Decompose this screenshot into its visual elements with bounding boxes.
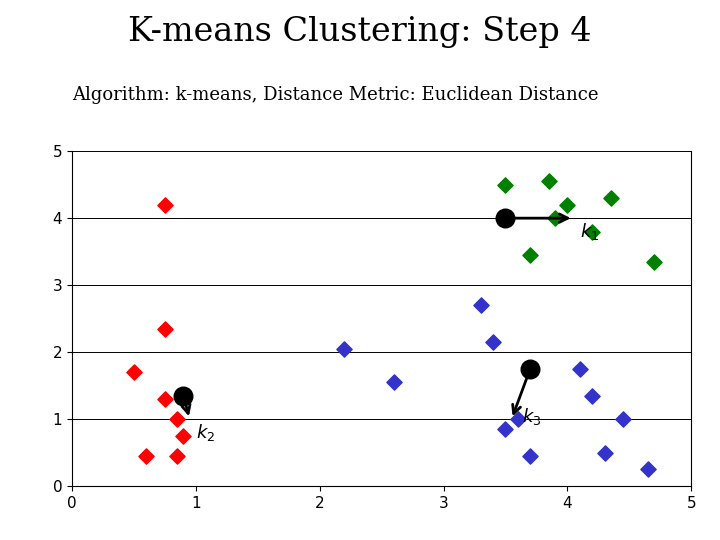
- Point: [128, 368, 140, 376]
- Point: [562, 200, 573, 209]
- Text: K-means Clustering: Step 4: K-means Clustering: Step 4: [128, 16, 592, 48]
- Point: [500, 425, 511, 434]
- Point: [171, 451, 183, 460]
- Text: $k_2$: $k_2$: [196, 422, 215, 443]
- Point: [574, 364, 585, 373]
- Point: [171, 415, 183, 423]
- Point: [642, 465, 654, 474]
- Point: [338, 345, 350, 353]
- Point: [524, 451, 536, 460]
- Point: [599, 448, 611, 457]
- Point: [500, 180, 511, 189]
- Text: $k_3$: $k_3$: [521, 407, 541, 427]
- Point: [512, 415, 523, 423]
- Point: [648, 258, 660, 266]
- Point: [500, 214, 511, 222]
- Point: [140, 451, 152, 460]
- Point: [524, 251, 536, 259]
- Point: [159, 395, 171, 403]
- Point: [388, 378, 400, 387]
- Point: [586, 227, 598, 236]
- Point: [159, 325, 171, 333]
- Point: [586, 392, 598, 400]
- Text: Algorithm: k-means, Distance Metric: Euclidean Distance: Algorithm: k-means, Distance Metric: Euc…: [72, 86, 598, 104]
- Point: [178, 431, 189, 440]
- Point: [605, 194, 616, 202]
- Point: [549, 214, 561, 222]
- Point: [178, 392, 189, 400]
- Point: [475, 301, 487, 309]
- Point: [524, 364, 536, 373]
- Point: [617, 415, 629, 423]
- Point: [543, 177, 554, 186]
- Point: [487, 338, 499, 346]
- Text: $k_1$: $k_1$: [580, 221, 599, 242]
- Point: [159, 200, 171, 209]
